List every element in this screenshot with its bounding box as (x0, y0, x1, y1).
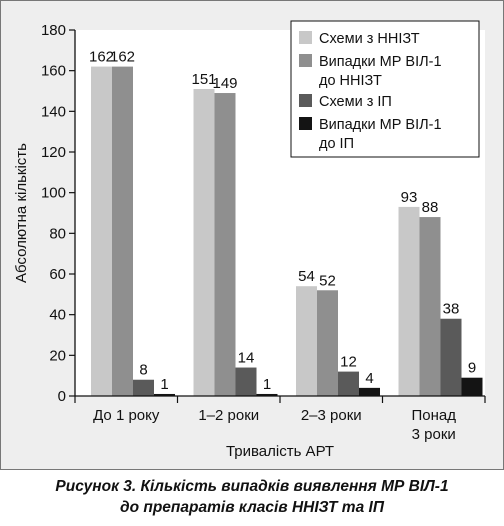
x-axis-title: Тривалість АРТ (226, 443, 334, 460)
legend-swatch-1 (299, 31, 312, 44)
y-axis-title: Абсолютна кількість (13, 143, 30, 283)
bar-s4-c3 (359, 387, 380, 396)
legend-box (290, 20, 480, 158)
x-tick-label-4-line2: 3 роки (412, 426, 456, 443)
bar-s4-c2 (256, 393, 278, 396)
bar-s4-c1 (154, 393, 175, 396)
y-tick-label-20: 20 (49, 347, 66, 364)
caption-line-2: до препаратів класів ННІЗТ та ІП (120, 499, 384, 516)
figure-panel: 162 151 54 93 162 149 52 88 8 14 12 38 1 1 4 9 0 20 40 60 80… (0, 0, 504, 470)
data-label-s1-c2: 151 (191, 71, 216, 88)
bar-s2-c3 (317, 290, 338, 396)
data-label-s3-c3: 12 (340, 354, 357, 371)
y-tick-label-120: 120 (41, 144, 66, 161)
bar-s2-c1 (112, 66, 133, 396)
data-label-s4-c2: 1 (263, 376, 271, 393)
bar-s2-c4 (419, 217, 441, 396)
data-label-s1-c4: 93 (401, 189, 418, 206)
bar-s3-c4 (440, 318, 462, 396)
data-label-s4-c3: 4 (365, 370, 373, 387)
bar-s2-c2 (214, 93, 236, 397)
bar-s3-c2 (235, 367, 257, 396)
legend-swatch-3 (299, 94, 312, 107)
bar-s1-c4 (398, 206, 420, 396)
data-label-s3-c4: 38 (443, 301, 460, 318)
legend-label-4-line2: до ІП (319, 136, 354, 152)
y-tick-label-40: 40 (49, 307, 66, 324)
y-tick-label-100: 100 (41, 185, 66, 202)
y-tick-label-0: 0 (58, 388, 66, 405)
data-label-s2-c4: 88 (422, 199, 439, 216)
caption-line-1: Рисунок 3. Кількість випадків виявлення … (55, 478, 449, 495)
data-label-s1-c1: 162 (89, 49, 114, 66)
data-label-s4-c1: 1 (160, 376, 168, 393)
y-tick-label-80: 80 (49, 225, 66, 242)
x-tick-label-1-line1: До 1 року (93, 407, 160, 424)
y-tick-label-60: 60 (49, 266, 66, 283)
legend-label-3-line1: Схеми з ІП (319, 94, 392, 110)
legend-swatch-4 (299, 117, 312, 130)
data-label-s3-c1: 8 (139, 362, 147, 379)
legend-label-2-line2: до ННІЗТ (319, 73, 382, 89)
data-label-s1-c3: 54 (298, 268, 315, 285)
legend-swatch-2 (299, 54, 312, 67)
x-tick-label-4-line1: Понад (411, 407, 456, 424)
y-tick-label-180: 180 (41, 22, 66, 39)
x-tick-label-3-line1: 2–3 роки (301, 407, 362, 424)
bar-s1-c3 (296, 286, 317, 396)
bar-s1-c2 (193, 88, 215, 396)
bar-s3-c1 (133, 379, 154, 396)
data-label-s3-c2: 14 (238, 350, 255, 367)
bar-s4-c4 (461, 377, 483, 396)
y-tick-label-160: 160 (41, 63, 66, 80)
figure-caption: Рисунок 3. Кількість випадків виявлення … (0, 476, 504, 518)
legend-label-1-line1: Схеми з ННІЗТ (319, 31, 420, 47)
data-label-s2-c3: 52 (319, 272, 336, 289)
bar-s1-c1 (91, 66, 112, 396)
x-tick-label-2-line1: 1–2 роки (198, 407, 259, 424)
legend-label-4-line1: Випадки МР ВІЛ-1 (319, 117, 442, 133)
data-label-s2-c1: 162 (110, 49, 135, 66)
data-label-s2-c2: 149 (212, 75, 237, 92)
y-tick-label-140: 140 (41, 103, 66, 120)
legend-label-2-line1: Випадки МР ВІЛ-1 (319, 54, 442, 70)
data-label-s4-c4: 9 (468, 360, 476, 377)
bar-s3-c3 (338, 371, 359, 396)
